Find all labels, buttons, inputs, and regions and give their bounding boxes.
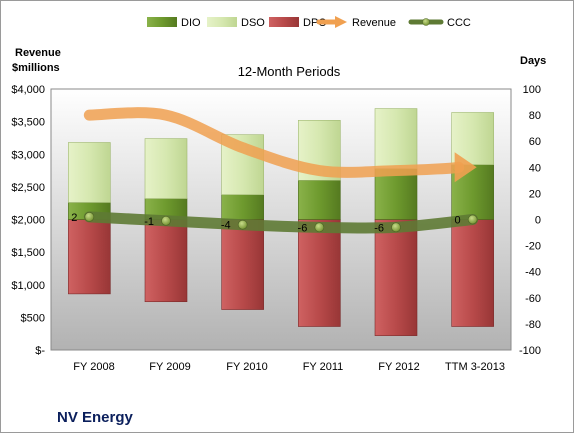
left-tick-label: $500: [21, 312, 45, 324]
ccc-point: [161, 215, 171, 226]
right-tick-label: -60: [525, 293, 541, 305]
ccc-point: [391, 222, 401, 233]
left-axis-title-line1: Revenue: [15, 47, 61, 59]
ccc-data-label: -4: [221, 220, 231, 232]
revenue-arrowhead: [454, 152, 477, 183]
ccc-data-label: -1: [144, 216, 154, 228]
x-tick-label: TTM 3-2013: [445, 361, 505, 373]
legend-swatch-revenue: [316, 16, 347, 28]
ccc-layer: 2 -1 -4 -6 -6 0: [71, 211, 479, 234]
ccc-point: [84, 212, 95, 222]
x-tick-label: FY 2010: [226, 361, 267, 373]
legend-label-ccc: CCC: [447, 17, 471, 29]
legend-item-dso: DSO: [207, 17, 265, 29]
right-tick-label: 40: [529, 162, 541, 174]
ccc-data-label: 0: [455, 215, 461, 227]
bar-dio: [221, 194, 264, 220]
x-tick-label: FY 2011: [303, 361, 344, 373]
right-tick-label: -100: [519, 345, 541, 357]
legend-swatch-dio: [147, 17, 177, 27]
bar-dpo: [144, 219, 188, 303]
left-tick-label: $2,000: [11, 215, 45, 227]
legend: DIO DSO DPO Revenue: [147, 16, 471, 29]
right-tick-label: -40: [525, 267, 541, 279]
legend-item-dio: DIO: [147, 17, 201, 29]
bar-dpo: [298, 219, 341, 327]
left-tick-label: $2,500: [11, 182, 45, 194]
bar-dso: [144, 138, 188, 199]
x-axis: FY 2008 FY 2009 FY 2010 FY 2011 FY 2012 …: [73, 361, 505, 373]
chart-subtitle: 12-Month Periods: [238, 64, 341, 79]
bar-dpo: [374, 219, 418, 336]
ccc-point: [467, 214, 478, 225]
legend-swatch-dpo: [269, 17, 299, 27]
right-tick-label: 20: [529, 188, 541, 200]
ccc-data-label: -6: [374, 222, 384, 234]
left-tick-label: $4,000: [11, 84, 45, 96]
left-tick-label: $3,500: [11, 117, 45, 129]
legend-swatch-ccc: [408, 18, 444, 26]
left-tick-label: $3,000: [11, 149, 45, 161]
right-tick-label: 100: [523, 84, 541, 96]
right-tick-label: -20: [525, 241, 541, 253]
legend-label-revenue: Revenue: [352, 17, 396, 29]
left-tick-label: $-: [35, 345, 45, 357]
ccc-data-label: -6: [298, 222, 308, 234]
left-tick-label: $1,500: [11, 247, 45, 259]
legend-item-ccc: CCC: [408, 17, 471, 29]
bar-dio: [298, 180, 341, 220]
right-tick-label: 0: [535, 215, 541, 227]
bar-dso: [374, 108, 418, 169]
revenue-layer: [83, 107, 477, 183]
ccc-point: [314, 222, 325, 233]
left-axis-title-line2: $millions: [12, 62, 60, 74]
left-tick-label: $1,000: [11, 280, 45, 292]
revenue-line: [83, 107, 465, 178]
legend-label-dio: DIO: [181, 17, 201, 29]
legend-label-dso: DSO: [241, 17, 265, 29]
right-axis-title: Days: [520, 55, 546, 67]
x-tick-label: FY 2009: [149, 361, 190, 373]
brand-label: NV Energy: [57, 409, 134, 426]
bar-dpo: [221, 219, 264, 310]
right-tick-label: -80: [525, 319, 541, 331]
ccc-line: [83, 211, 479, 234]
legend-swatch-dso: [207, 17, 237, 27]
ccc-data-label: 2: [71, 212, 77, 224]
right-axis: 100 80 60 40 20 0 -20 -40 -60 -80 -100: [519, 84, 541, 357]
left-axis: $4,000 $3,500 $3,000 $2,500 $2,000 $1,50…: [11, 84, 45, 357]
ccc-point: [237, 219, 248, 230]
legend-item-revenue: Revenue: [316, 16, 396, 29]
bar-dpo: [68, 219, 111, 295]
bar-dio: [374, 168, 418, 220]
x-tick-label: FY 2012: [378, 361, 419, 373]
x-tick-label: FY 2008: [73, 361, 114, 373]
right-tick-label: 80: [529, 110, 541, 122]
bar-dso: [68, 142, 111, 203]
right-tick-label: 60: [529, 136, 541, 148]
bars-layer: [68, 108, 494, 336]
bar-dpo: [451, 219, 494, 327]
